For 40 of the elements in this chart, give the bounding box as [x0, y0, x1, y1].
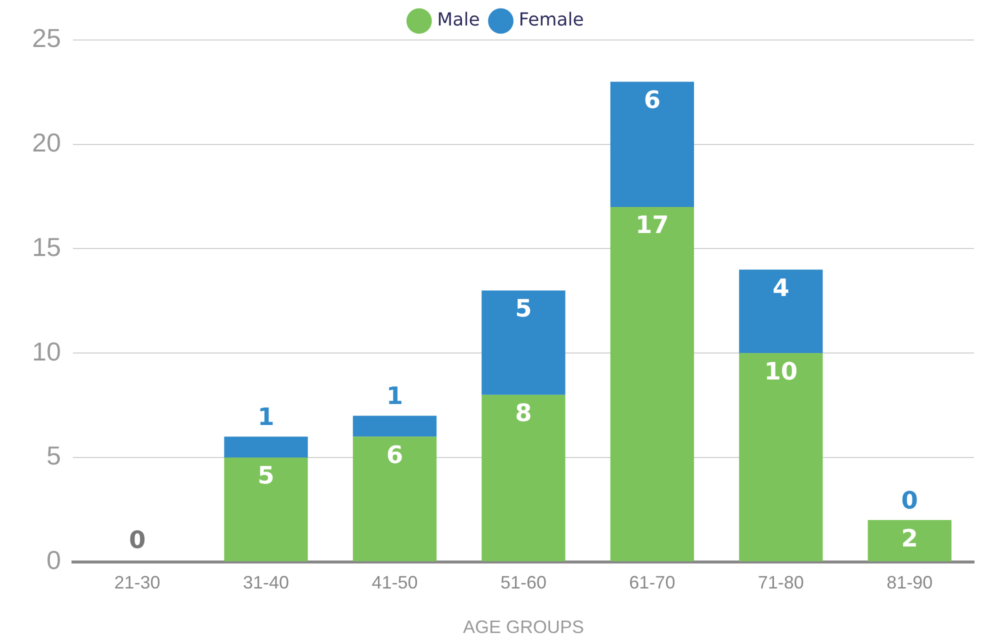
x-tick-label: 21-30 — [114, 572, 160, 593]
bar — [739, 353, 823, 562]
legend-label: Male — [437, 10, 480, 31]
data-label: 6 — [644, 86, 661, 114]
data-label: 2 — [901, 524, 918, 552]
x-tick-label: 81-90 — [886, 572, 933, 593]
y-tick-label: 15 — [32, 232, 61, 262]
y-tick-label: 25 — [32, 23, 61, 54]
data-label: 6 — [386, 440, 404, 469]
x-tick-label: 51-60 — [500, 572, 546, 593]
bar — [610, 82, 694, 207]
bar — [352, 436, 437, 562]
data-label: 10 — [764, 357, 798, 386]
y-tick-label: 5 — [46, 440, 61, 471]
x-tick-label: 31-40 — [242, 572, 290, 593]
bar — [352, 416, 437, 437]
data-label: 5 — [258, 462, 274, 490]
data-label: 17 — [635, 211, 669, 240]
bar — [482, 394, 566, 562]
x-tick-label: 41-50 — [372, 572, 418, 593]
data-label: 8 — [515, 399, 532, 428]
x-tick-label: 61-70 — [629, 572, 676, 593]
data-label: 0 — [901, 486, 918, 514]
bar — [868, 520, 952, 562]
data-label: 1 — [386, 382, 404, 410]
bar — [739, 270, 823, 354]
bar — [482, 290, 566, 395]
bar — [224, 457, 308, 562]
data-label: 1 — [258, 402, 274, 431]
y-tick-label: 10 — [32, 336, 61, 366]
x-tick-label: 71-80 — [758, 572, 804, 593]
data-label: 5 — [515, 294, 532, 323]
legend-label: Female — [518, 10, 584, 31]
data-label: 4 — [772, 274, 790, 302]
data-label: 0 — [128, 526, 146, 554]
y-tick-label: 20 — [32, 128, 61, 158]
bar — [224, 436, 308, 458]
y-tick-label: 0 — [46, 544, 61, 575]
x-axis-title: AGE GROUPS — [462, 617, 584, 638]
bar — [610, 206, 694, 562]
